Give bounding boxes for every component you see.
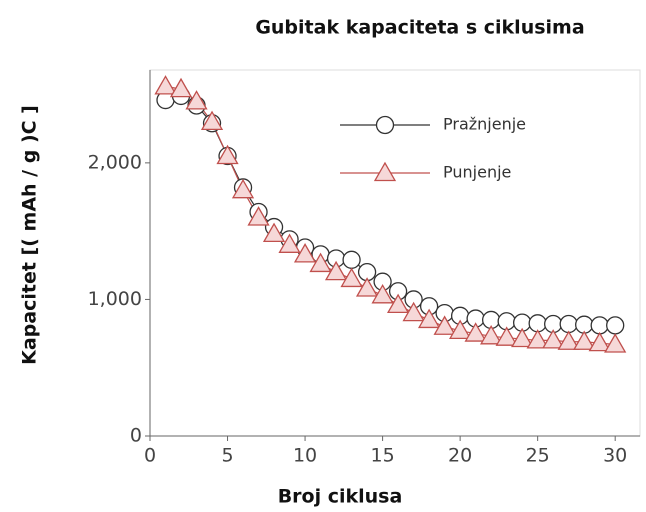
y-tick-label: 2,000 bbox=[88, 151, 142, 173]
y-tick-label: 0 bbox=[130, 425, 142, 447]
data-point bbox=[324, 260, 348, 281]
y-axis-label: Kapacitet [( mAh / g )C ] bbox=[19, 105, 41, 365]
data-point bbox=[604, 333, 627, 353]
data-point bbox=[154, 75, 177, 95]
data-point bbox=[511, 327, 534, 348]
x-tick-label: 25 bbox=[526, 445, 550, 467]
data-point bbox=[606, 316, 625, 335]
data-point bbox=[231, 178, 255, 199]
data-point bbox=[169, 77, 193, 98]
data-point bbox=[216, 144, 239, 165]
x-tick-label: 5 bbox=[221, 445, 233, 467]
legend-label: Punjenje bbox=[443, 163, 511, 182]
data-point bbox=[480, 324, 503, 345]
x-tick-label: 15 bbox=[371, 445, 395, 467]
x-axis-label: Broj ciklusa bbox=[278, 486, 403, 508]
data-point bbox=[386, 293, 410, 314]
data-point bbox=[342, 250, 361, 269]
x-tick-label: 30 bbox=[603, 445, 627, 467]
data-point bbox=[293, 243, 317, 263]
data-point bbox=[573, 330, 596, 350]
data-point bbox=[526, 329, 549, 349]
legend-label: Pražnjenje bbox=[443, 115, 526, 134]
data-point bbox=[464, 322, 487, 342]
data-point bbox=[262, 222, 286, 243]
legend-marker bbox=[375, 115, 395, 135]
data-point bbox=[247, 206, 270, 226]
data-point bbox=[557, 330, 580, 350]
y-tick-label: 1,000 bbox=[88, 288, 142, 310]
data-point bbox=[371, 284, 394, 304]
x-tick-label: 20 bbox=[448, 445, 472, 467]
x-tick-label: 0 bbox=[144, 445, 156, 467]
data-point bbox=[185, 90, 208, 110]
data-point bbox=[559, 314, 578, 334]
data-point bbox=[417, 308, 441, 329]
data-point bbox=[340, 267, 363, 288]
data-point bbox=[355, 277, 379, 297]
chart-title: Gubitak kapaciteta s ciklusima bbox=[255, 17, 584, 39]
data-point bbox=[590, 316, 609, 335]
data-point bbox=[495, 326, 518, 346]
data-point bbox=[278, 233, 301, 253]
legend-marker bbox=[373, 161, 397, 182]
data-point bbox=[433, 315, 456, 335]
data-point bbox=[309, 252, 332, 273]
data-point bbox=[588, 331, 611, 352]
data-point bbox=[200, 110, 224, 131]
data-point bbox=[449, 319, 472, 339]
data-point bbox=[402, 301, 425, 322]
x-tick-label: 10 bbox=[293, 445, 317, 467]
data-point bbox=[542, 329, 565, 349]
